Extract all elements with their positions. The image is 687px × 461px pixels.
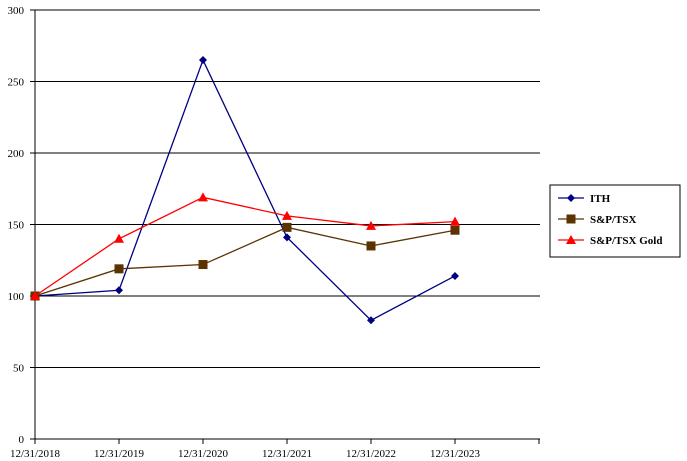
x-tick-label: 12/31/2023 <box>430 448 481 460</box>
legend-item: S&P/TSX Gold <box>558 235 662 247</box>
series-0 <box>31 56 459 325</box>
data-point <box>198 192 208 202</box>
data-point <box>366 220 376 230</box>
data-point <box>283 233 291 242</box>
data-point <box>451 271 459 280</box>
data-point <box>114 233 124 243</box>
x-tick-label: 12/31/2018 <box>10 448 61 460</box>
data-point <box>282 210 292 220</box>
legend-label: ITH <box>590 193 611 205</box>
x-tick-label: 12/31/2021 <box>262 448 312 460</box>
data-point <box>30 291 40 300</box>
data-point <box>450 216 460 226</box>
data-point <box>114 264 124 274</box>
legend-label: S&P/TSX Gold <box>590 235 662 247</box>
axes <box>30 9 540 444</box>
data-point <box>199 56 207 65</box>
series-1 <box>30 222 460 301</box>
y-tick-label: 200 <box>8 148 25 160</box>
y-tick-label: 0 <box>19 434 25 446</box>
y-tick-label: 250 <box>8 77 25 89</box>
series-line <box>34 196 456 297</box>
series-2 <box>30 192 460 300</box>
y-tick-label: 50 <box>13 363 25 375</box>
y-tick-label: 300 <box>8 5 25 17</box>
data-point <box>366 241 376 251</box>
x-tick-label: 12/31/2020 <box>178 448 229 460</box>
x-axis-tick-labels: 12/31/2018 12/31/2019 12/31/2020 12/31/2021… <box>10 448 481 460</box>
data-point <box>367 316 375 325</box>
legend-label: S&P/TSX <box>590 214 637 226</box>
legend-marker <box>566 214 576 224</box>
x-tick-label: 12/31/2019 <box>94 448 145 460</box>
data-point <box>198 260 208 270</box>
data-point <box>115 286 123 295</box>
gridlines <box>35 9 540 368</box>
series-line <box>34 58 456 322</box>
y-tick-label: 100 <box>8 291 25 303</box>
data-series <box>30 56 460 325</box>
legend: ITH S&P/TSX S&P/TSX Gold <box>549 184 681 258</box>
y-tick-label: 150 <box>8 220 25 232</box>
legend-item: S&P/TSX <box>558 214 637 226</box>
legend-marker <box>567 194 575 202</box>
x-tick-label: 12/31/2022 <box>346 448 396 460</box>
legend-marker <box>566 235 576 244</box>
legend-item: ITH <box>558 193 611 205</box>
data-point <box>282 222 292 232</box>
data-point <box>450 225 460 235</box>
y-axis-tick-labels: 0 50 100 150 200 250 300 <box>8 5 25 446</box>
series-line <box>34 226 456 297</box>
